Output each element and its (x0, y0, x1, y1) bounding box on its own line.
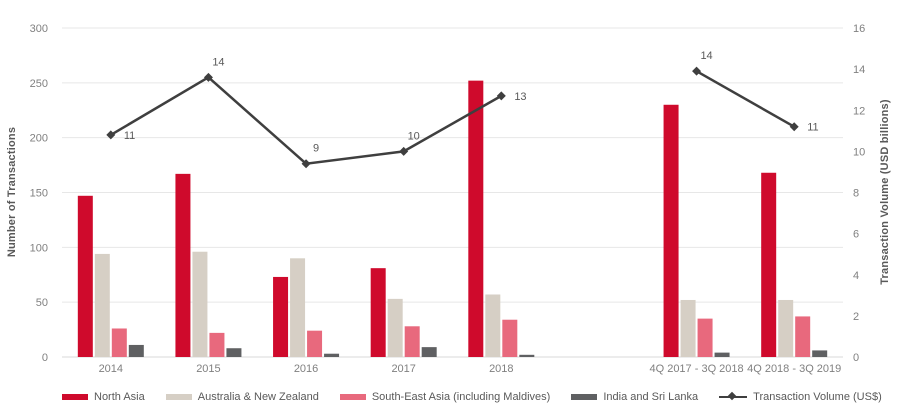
bar-north-asia-2015 (175, 173, 191, 357)
y-axis-left-tick-label: 300 (30, 23, 48, 35)
bar-india-and-sri-lanka-4q-2017-3q-2018 (714, 352, 730, 357)
y-axis-left-tick-label: 200 (30, 133, 48, 145)
y-axis-right-tick-label: 8 (853, 188, 859, 200)
bar-north-asia-2018 (468, 80, 484, 357)
bar-australia-new-zealand-4q-2018-3q-2019 (778, 299, 794, 357)
bar-north-asia-4q-2017-3q-2018 (663, 104, 679, 358)
legend-item-india-and-sri-lanka: India and Sri Lanka (571, 391, 698, 403)
y-axis-title-left: Number of Transactions (6, 126, 18, 258)
legend-swatch-south-east-asia-including-maldives (339, 394, 366, 400)
bar-india-and-sri-lanka-4q-2018-3q-2019 (812, 350, 828, 357)
legend-label-australia-new-zealand: Australia & New Zealand (197, 391, 319, 403)
bar-south-east-asia-including-maldives-4q-2018-3q-2019 (795, 316, 811, 357)
y-axis-right-tick-label: 10 (853, 146, 865, 158)
line-data-label-4q-2018-3q-2019: 11 (807, 122, 818, 134)
legend-swatch-north-asia (62, 394, 88, 400)
bar-south-east-asia-including-maldives-2014 (111, 328, 127, 357)
y-axis-right-tick-label: 16 (853, 23, 865, 35)
x-axis-label-4q-2017-3q-2018: 4Q 2017 - 3Q 2018 (649, 363, 743, 375)
x-axis-label-2015: 2015 (196, 363, 220, 375)
chart-legend: North Asia Australia & New Zealand South-E… (62, 391, 882, 403)
x-axis-label-2016: 2016 (294, 363, 318, 375)
y-axis-left-tick-label: 50 (36, 297, 48, 309)
bar-south-east-asia-including-maldives-2016 (307, 330, 323, 357)
line-marker-4q-2018-3q-2019 (789, 122, 799, 132)
bar-australia-new-zealand-2016 (290, 258, 306, 357)
line-data-label-2018: 13 (514, 91, 526, 103)
plot-area: 0 50 100 150 200 250 300 0 2 4 6 8 10 12 14 16 11 14 9 10 13… (30, 23, 866, 375)
y-axis-right-tick-label: 0 (853, 352, 859, 364)
legend-item-australia-new-zealand: Australia & New Zealand (165, 391, 319, 403)
x-axis-label-2017: 2017 (391, 363, 415, 375)
line-data-label-2017: 10 (408, 130, 420, 142)
line-data-label-4q-2017-3q-2018: 14 (700, 50, 712, 62)
legend-item-transaction-volume-us: Transaction Volume (US$) (719, 391, 882, 403)
legend-swatch-australia-new-zealand (165, 394, 192, 400)
y-axis-left-tick-label: 100 (30, 242, 48, 254)
bar-north-asia-2016 (273, 276, 289, 357)
bar-north-asia-2017 (370, 268, 386, 357)
transaction-volume-line (110, 75, 502, 166)
legend-label-india-and-sri-lanka: India and Sri Lanka (603, 391, 699, 403)
y-axis-right-tick-label: 6 (853, 229, 859, 241)
y-axis-right-tick-label: 14 (853, 64, 865, 76)
bar-south-east-asia-including-maldives-2017 (404, 326, 420, 357)
line-data-label-2015: 14 (212, 56, 224, 68)
x-axis-label-2014: 2014 (99, 363, 123, 375)
bar-north-asia-2014 (77, 195, 93, 357)
x-axis-label-2018: 2018 (489, 363, 513, 375)
line-marker-2014 (106, 130, 116, 140)
bar-india-and-sri-lanka-2014 (128, 344, 144, 357)
bar-north-asia-4q-2018-3q-2019 (761, 172, 777, 357)
y-axis-left-tick-label: 0 (42, 352, 48, 364)
bar-india-and-sri-lanka-2017 (421, 347, 437, 357)
bar-south-east-asia-including-maldives-2015 (209, 332, 225, 357)
transaction-volume-line (695, 70, 795, 128)
y-axis-right-tick-label: 2 (853, 311, 859, 323)
line-marker-4q-2017-3q-2018 (692, 66, 702, 76)
bar-india-and-sri-lanka-2016 (324, 353, 340, 357)
bar-south-east-asia-including-maldives-4q-2017-3q-2018 (697, 318, 713, 357)
line-marker-2017 (399, 146, 409, 156)
y-axis-title-right: Transaction Volume (USD billions) (879, 99, 891, 285)
line-data-label-2014: 11 (124, 130, 135, 142)
y-axis-right-tick-label: 4 (853, 270, 859, 282)
y-axis-left-tick-label: 250 (30, 78, 48, 90)
bar-india-and-sri-lanka-2018 (519, 354, 535, 357)
x-axis-label-4q-2018-3q-2019: 4Q 2018 - 3Q 2019 (747, 363, 841, 375)
bar-australia-new-zealand-2015 (192, 251, 208, 357)
bar-australia-new-zealand-2018 (485, 294, 501, 357)
legend-swatch-india-and-sri-lanka (571, 394, 598, 400)
bar-india-and-sri-lanka-2015 (226, 348, 242, 357)
legend-item-north-asia: North Asia (62, 391, 145, 403)
legend-label-transaction-volume-us: Transaction Volume (US$) (753, 391, 882, 403)
bar-australia-new-zealand-2014 (94, 253, 110, 357)
line-marker-2016 (301, 159, 311, 169)
legend-label-north-asia: North Asia (94, 391, 145, 403)
legend-line-marker-icon (719, 391, 748, 402)
legend-label-south-east-asia-including-maldives: South-East Asia (including Maldives) (371, 391, 551, 403)
y-axis-right-tick-label: 12 (853, 105, 865, 117)
line-marker-2018 (496, 91, 506, 101)
diamond-marker-icon (727, 391, 737, 401)
bar-australia-new-zealand-2017 (387, 298, 403, 357)
legend-item-south-east-asia-including-maldives: South-East Asia (including Maldives) (339, 391, 551, 403)
bar-south-east-asia-including-maldives-2018 (502, 319, 518, 357)
line-marker-2015 (203, 72, 213, 82)
y-axis-left-tick-label: 150 (30, 188, 48, 200)
line-data-label-2016: 9 (313, 143, 319, 155)
bar-australia-new-zealand-4q-2017-3q-2018 (680, 299, 696, 357)
